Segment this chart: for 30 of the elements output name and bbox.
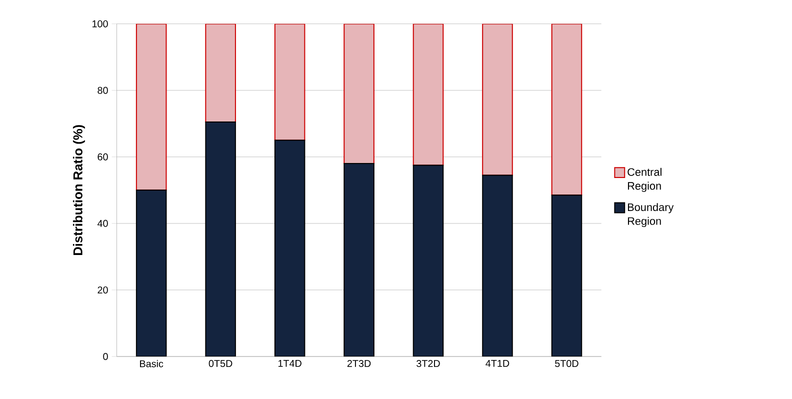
bar xyxy=(482,24,513,176)
y-tick-label: 0 xyxy=(103,352,108,360)
bar xyxy=(344,24,374,164)
x-tick-label: 3T2D xyxy=(416,360,440,367)
x-tick-label: 4T1D xyxy=(486,360,510,367)
y-tick-label: 80 xyxy=(98,86,108,94)
bar xyxy=(551,194,582,356)
legend-label: Central Region xyxy=(628,168,662,192)
bar xyxy=(274,140,306,356)
x-tick-label: 0T5D xyxy=(208,360,232,367)
y-tick-label: 20 xyxy=(98,286,108,294)
bar xyxy=(274,24,306,141)
x-tick-label: 1T4D xyxy=(278,360,302,367)
bar xyxy=(205,121,236,356)
bar xyxy=(344,162,374,356)
legend-label: Boundary Region xyxy=(628,202,674,227)
bar xyxy=(412,164,444,356)
bar xyxy=(205,24,236,122)
bar xyxy=(136,24,167,191)
y-axis-title: Distribution Ratio (%) xyxy=(72,124,85,255)
y-tick-label: 100 xyxy=(92,20,108,28)
x-tick-label: 2T3D xyxy=(347,360,371,367)
y-tick-label: 40 xyxy=(97,220,108,227)
bar xyxy=(412,24,444,166)
bar xyxy=(136,190,167,356)
x-tick-label: Basic xyxy=(140,360,164,368)
y-tick-label: 60 xyxy=(98,153,108,160)
bar xyxy=(482,174,513,356)
x-tick-label: 5T0D xyxy=(555,360,578,367)
bar xyxy=(551,24,582,196)
